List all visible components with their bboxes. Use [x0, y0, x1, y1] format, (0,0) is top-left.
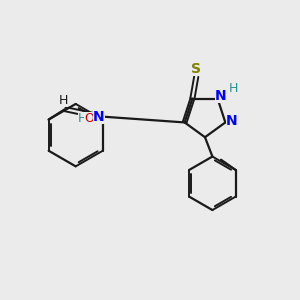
Text: H: H	[59, 94, 68, 107]
Text: S: S	[191, 62, 201, 76]
Text: H: H	[78, 112, 88, 125]
Text: N: N	[93, 110, 104, 124]
Text: H: H	[228, 82, 238, 94]
Text: O: O	[84, 112, 94, 125]
Text: N: N	[93, 110, 104, 124]
Text: N: N	[215, 88, 226, 103]
Text: N: N	[226, 114, 238, 128]
